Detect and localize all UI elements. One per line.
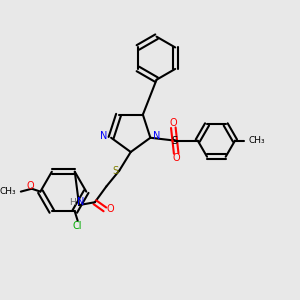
Text: O: O xyxy=(169,118,177,128)
Text: O: O xyxy=(172,153,180,163)
Text: CH₃: CH₃ xyxy=(0,187,16,196)
Text: H: H xyxy=(70,198,76,207)
Text: O: O xyxy=(106,204,114,214)
Text: S: S xyxy=(112,166,118,176)
Text: S: S xyxy=(172,136,178,146)
Text: Cl: Cl xyxy=(73,221,82,231)
Text: N: N xyxy=(153,131,160,141)
Text: N: N xyxy=(77,197,84,207)
Text: CH₃: CH₃ xyxy=(249,136,266,145)
Text: O: O xyxy=(26,181,34,191)
Text: N: N xyxy=(100,131,108,141)
